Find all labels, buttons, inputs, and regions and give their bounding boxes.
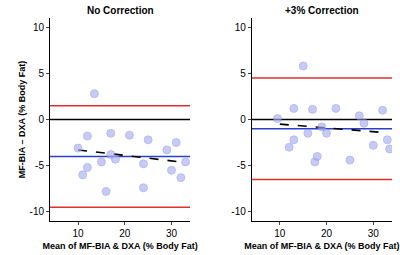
svg-text:Mean of MF-BIA & DXA (% Body F: Mean of MF-BIA & DXA (% Body Fat) (244, 241, 399, 251)
svg-text:-5: -5 (237, 160, 246, 171)
svg-text:0: 0 (38, 114, 44, 125)
svg-text:-5: -5 (35, 160, 44, 171)
svg-text:30: 30 (166, 228, 178, 239)
svg-text:10: 10 (72, 228, 84, 239)
svg-text:30: 30 (368, 228, 380, 239)
svg-text:0: 0 (240, 114, 246, 125)
svg-text:-10: -10 (30, 206, 45, 217)
svg-text:Mean of MF-BIA & DXA (% Body F: Mean of MF-BIA & DXA (% Body Fat) (42, 241, 197, 251)
svg-text:5: 5 (38, 68, 44, 79)
svg-text:20: 20 (321, 228, 333, 239)
svg-text:-10: -10 (231, 206, 246, 217)
svg-text:10: 10 (33, 22, 45, 33)
svg-text:+3% Correction: +3% Correction (285, 5, 359, 16)
svg-text:10: 10 (274, 228, 286, 239)
svg-text:MF-BIA – DXA (% Body Fat): MF-BIA – DXA (% Body Fat) (17, 61, 27, 178)
svg-text:5: 5 (240, 68, 246, 79)
svg-text:10: 10 (235, 22, 247, 33)
svg-text:No Correction: No Correction (87, 5, 154, 16)
svg-text:20: 20 (119, 228, 131, 239)
